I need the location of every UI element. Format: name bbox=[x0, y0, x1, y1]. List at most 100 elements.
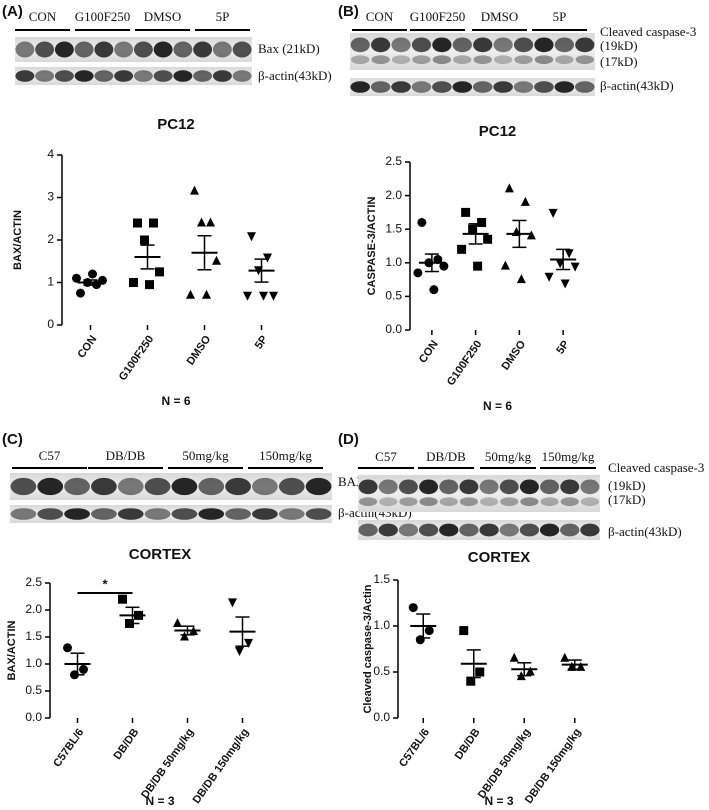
band bbox=[54, 41, 74, 58]
data-point bbox=[173, 618, 182, 627]
band bbox=[212, 41, 232, 58]
band bbox=[94, 41, 114, 58]
band bbox=[64, 477, 90, 496]
band bbox=[232, 41, 252, 58]
significance-label: * bbox=[102, 576, 108, 591]
data-point bbox=[98, 275, 107, 285]
y-tick-label: 0.0 bbox=[25, 710, 42, 724]
data-point bbox=[544, 272, 554, 282]
band bbox=[473, 55, 492, 65]
y-tick-label: 1.0 bbox=[373, 618, 390, 632]
lane-group-label: DMSO bbox=[144, 9, 182, 24]
blot bbox=[10, 473, 332, 500]
y-tick-label: 1.0 bbox=[385, 255, 402, 269]
panel-label: (C) bbox=[2, 431, 23, 448]
band bbox=[555, 55, 574, 65]
lane-group-label: DB/DB bbox=[426, 449, 466, 464]
band bbox=[575, 37, 595, 53]
band bbox=[153, 41, 173, 58]
x-tick-label: DB/DB bbox=[453, 726, 483, 761]
band bbox=[398, 523, 419, 537]
sample-size-note: N = 6 bbox=[483, 399, 512, 413]
band bbox=[432, 37, 452, 53]
band bbox=[35, 41, 55, 58]
data-point bbox=[433, 254, 443, 264]
band bbox=[472, 81, 493, 93]
band bbox=[459, 523, 479, 537]
band bbox=[452, 37, 472, 53]
band bbox=[358, 479, 378, 495]
blot bbox=[358, 475, 600, 512]
band bbox=[378, 523, 398, 537]
data-point bbox=[88, 269, 97, 279]
band bbox=[15, 70, 35, 82]
band bbox=[10, 508, 37, 520]
band bbox=[439, 523, 459, 537]
lane-group-label: 5P bbox=[216, 9, 230, 24]
band bbox=[193, 41, 213, 58]
chart-title: PC12 bbox=[479, 123, 517, 140]
band bbox=[419, 497, 438, 507]
data-point bbox=[500, 260, 510, 270]
data-point bbox=[504, 183, 514, 193]
band bbox=[574, 81, 595, 93]
band bbox=[560, 497, 579, 507]
y-tick-label: 3 bbox=[47, 190, 54, 204]
band bbox=[580, 523, 600, 537]
band bbox=[117, 508, 144, 520]
sample-size-note: N = 3 bbox=[484, 794, 513, 808]
band bbox=[493, 81, 513, 93]
x-tick-label: DB/DB bbox=[112, 726, 142, 761]
band bbox=[10, 477, 37, 496]
y-tick-label: 2.0 bbox=[385, 188, 402, 202]
band bbox=[493, 37, 513, 53]
band bbox=[493, 55, 513, 65]
band bbox=[391, 81, 411, 93]
blot bbox=[350, 33, 595, 70]
data-point bbox=[145, 280, 154, 290]
data-point bbox=[509, 652, 519, 662]
lane-group-label: DB/DB bbox=[106, 448, 146, 463]
data-point bbox=[560, 279, 570, 289]
band bbox=[411, 81, 432, 93]
y-axis-label: Cleaved caspase-3/Actin bbox=[362, 584, 374, 713]
y-tick-label: 1 bbox=[47, 275, 54, 289]
band bbox=[459, 479, 479, 495]
band bbox=[171, 477, 198, 496]
band bbox=[144, 477, 171, 496]
x-tick-label: DB/DB 150mg/kg bbox=[191, 727, 252, 806]
band bbox=[359, 497, 378, 507]
data-point bbox=[228, 598, 237, 608]
band-label: (17kD) bbox=[600, 54, 638, 69]
band bbox=[94, 70, 114, 82]
data-point bbox=[180, 631, 189, 641]
band bbox=[560, 479, 580, 495]
band bbox=[117, 477, 144, 496]
y-tick-label: 0.5 bbox=[385, 289, 402, 303]
x-tick-label: DB/DB 150mg/kg bbox=[523, 727, 584, 806]
y-tick-label: 0.5 bbox=[25, 683, 42, 697]
band bbox=[370, 81, 391, 93]
data-point bbox=[247, 232, 256, 242]
data-point bbox=[475, 667, 485, 677]
x-tick-label: 5P bbox=[253, 334, 271, 352]
data-point bbox=[560, 652, 570, 662]
band bbox=[453, 55, 472, 65]
lane-group-label: 50mg/kg bbox=[485, 449, 532, 464]
band bbox=[371, 55, 390, 65]
y-tick-label: 1.5 bbox=[385, 221, 402, 235]
band bbox=[91, 477, 117, 496]
blot bbox=[350, 78, 595, 96]
band-label: Cleaved caspase-3 bbox=[600, 24, 696, 39]
data-point bbox=[483, 234, 493, 244]
y-tick-label: 0.0 bbox=[373, 710, 390, 724]
band bbox=[212, 70, 232, 82]
y-tick-label: 2.5 bbox=[385, 154, 402, 168]
band bbox=[91, 508, 117, 520]
band bbox=[278, 477, 305, 496]
lane-group-label: CON bbox=[366, 9, 394, 24]
band-label: β-actin(43kD) bbox=[258, 68, 332, 83]
band bbox=[35, 70, 55, 82]
band bbox=[439, 479, 459, 495]
band bbox=[540, 479, 560, 495]
